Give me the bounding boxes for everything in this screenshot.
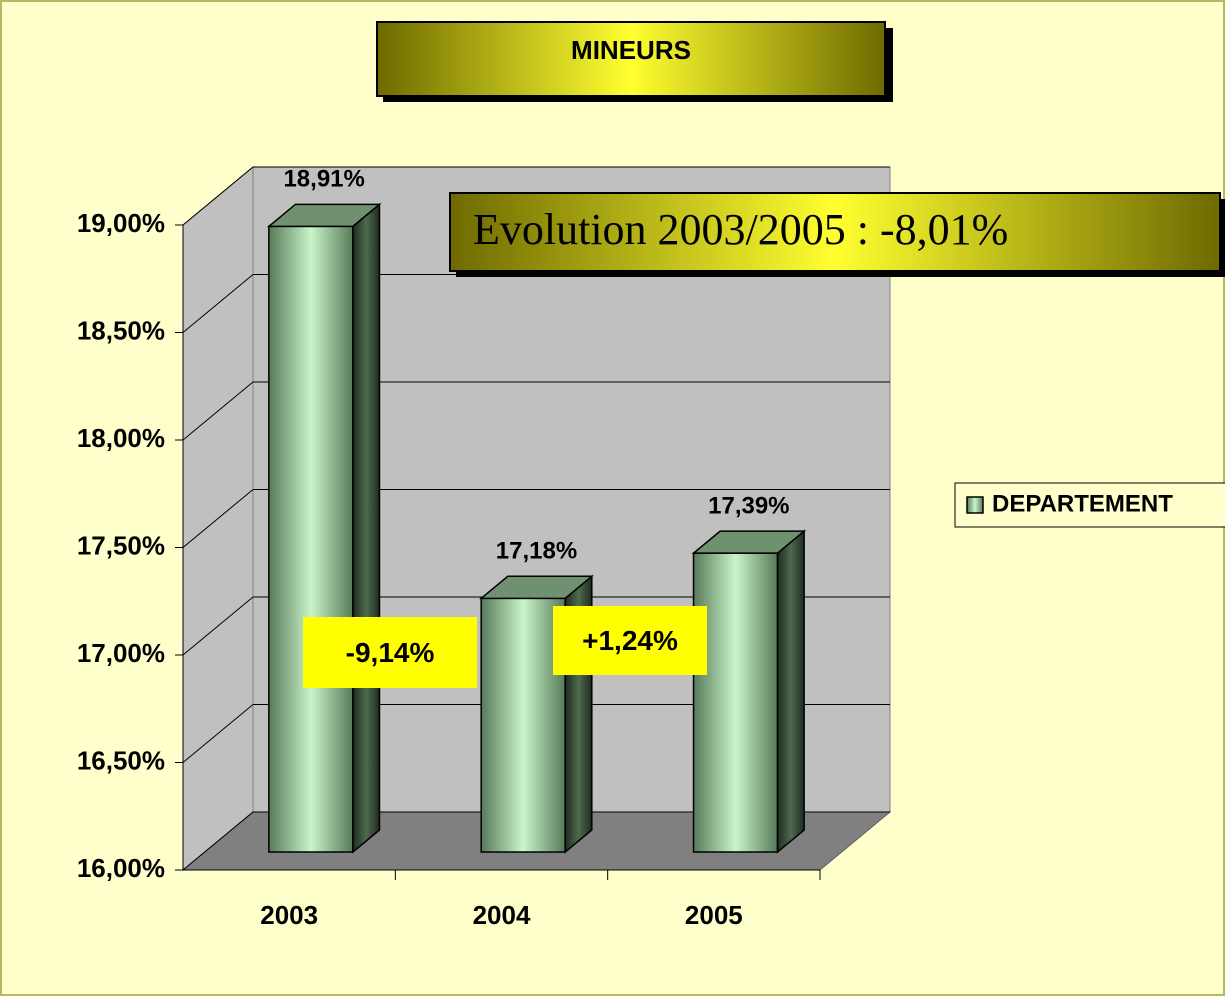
legend-swatch: [966, 496, 984, 514]
x-tick-label: 2004: [473, 900, 531, 930]
title-box: MINEURS: [376, 21, 893, 102]
y-tick-label: 18,00%: [77, 423, 165, 453]
x-tick-label: 2003: [260, 900, 318, 930]
legend-box: [954, 482, 1225, 528]
grid-line: [182, 274, 254, 333]
annotation-box: [303, 617, 477, 688]
x-tick-label: 2005: [685, 900, 743, 930]
annotation-box: [553, 606, 707, 675]
y-tick-label: 17,00%: [77, 638, 165, 668]
annotation: -9,14%: [346, 637, 435, 668]
y-tick-label: 17,50%: [77, 530, 165, 560]
grid-line: [182, 489, 254, 548]
y-tick-label: 16,50%: [77, 745, 165, 775]
bar-front: [692, 552, 779, 853]
y-tick-label: 18,50%: [77, 315, 165, 345]
annotation: Evolution 2003/2005 : -8,01%: [473, 205, 1008, 254]
y-tick-label: 19,00%: [77, 208, 165, 238]
grid-line: [182, 704, 254, 763]
bar-top: [691, 530, 807, 554]
grid-line: [182, 811, 254, 871]
data-label: 17,39%: [708, 492, 789, 519]
grid-line: [182, 381, 254, 441]
bar-top: [479, 575, 594, 600]
bar: [266, 202, 382, 854]
grid-line: [182, 166, 254, 226]
grid-line: [182, 596, 254, 656]
data-label: 17,18%: [496, 538, 577, 565]
annotation-box: [449, 192, 1221, 272]
bar-side: [776, 529, 805, 854]
y-tick-label: 16,00%: [77, 853, 165, 883]
legend-label: DEPARTEMENT: [992, 490, 1173, 517]
bar: [691, 529, 807, 854]
bar-front: [268, 225, 354, 853]
bar-top: [266, 203, 382, 228]
bar-front: [480, 597, 566, 853]
annotation: +1,24%: [582, 625, 678, 656]
bar-side: [352, 202, 381, 854]
chart-title: MINEURS: [571, 35, 691, 65]
data-label: 18,91%: [283, 166, 364, 193]
